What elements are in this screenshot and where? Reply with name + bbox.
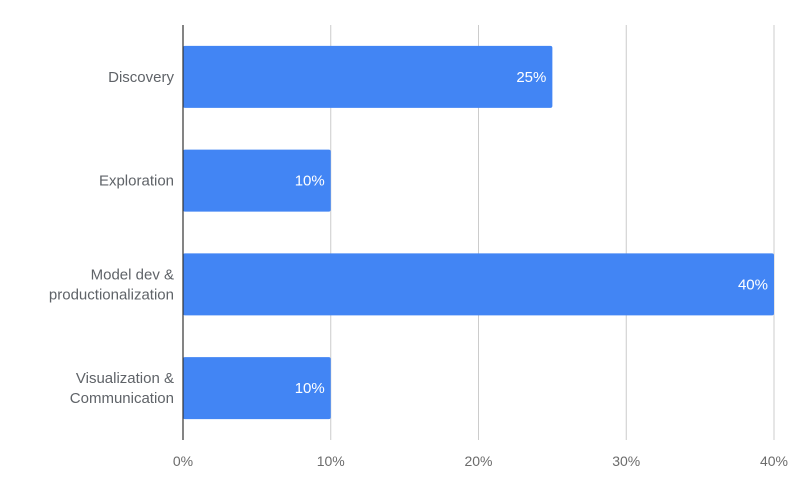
category-label: Visualization & Communication (70, 370, 174, 407)
bar (183, 253, 774, 316)
bars (183, 45, 774, 420)
bar (183, 357, 331, 420)
x-tick-label: 40% (760, 453, 788, 469)
data-label: 40% (738, 276, 768, 293)
category-label: Discovery (108, 69, 174, 86)
data-label: 25% (516, 69, 546, 86)
category-label: Exploration (99, 173, 174, 190)
bar (183, 149, 331, 212)
x-tick-label: 10% (317, 453, 345, 469)
x-tick-label: 30% (612, 453, 640, 469)
bar (183, 45, 553, 108)
labels: 0% 10% 20% 30% 40% 25% Discovery 10% Exploration… (49, 69, 788, 469)
data-label: 10% (295, 380, 325, 397)
x-tick-label: 20% (464, 453, 492, 469)
data-label: 10% (295, 173, 325, 190)
x-tick-label: 0% (173, 453, 193, 469)
category-label: Model dev & productionalization (49, 266, 174, 303)
